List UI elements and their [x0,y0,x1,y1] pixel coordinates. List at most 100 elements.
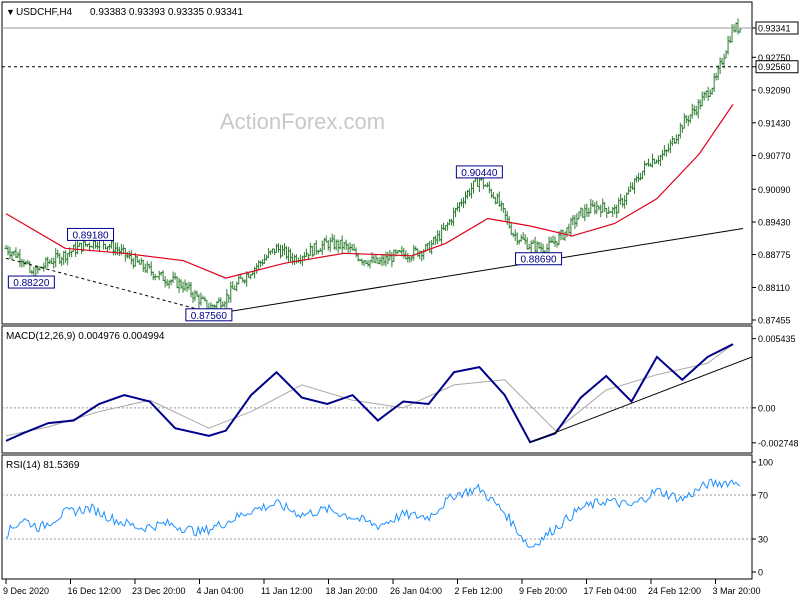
price-bar [410,255,414,262]
price-bar [76,241,80,255]
price-panel [1,1,753,325]
price-bar [509,221,513,236]
price-bar [294,254,298,264]
price-bar [223,301,227,308]
price-bar [340,235,344,254]
price-bar [6,245,10,256]
price-bar [105,246,109,252]
price-axis-label-box [755,60,799,74]
annotation-box [515,252,563,266]
price-bar [633,178,637,194]
price-bar [682,113,686,129]
price-bar [219,297,223,310]
price-bar [173,272,177,280]
price-bar [292,254,296,266]
price-bar [643,160,647,176]
price-bar [382,254,386,266]
annotation-label: 0.89180 [72,230,109,241]
price-bar [656,155,660,165]
price-axis-label-box [755,21,799,35]
price-bar [412,245,416,261]
price-bar [26,259,30,265]
price-bar [316,249,320,255]
rsi-axis-label: 0 [758,568,763,578]
price-bar [189,282,193,298]
price-bar [454,207,458,218]
x-axis-label: 3 Mar 20:00 [713,586,761,596]
price-bar [336,239,340,254]
price-bar [255,263,259,274]
price-bar [499,200,503,212]
price-bar [197,293,201,309]
macd-title: MACD(12,26,9) 0.004976 0.004994 [6,331,165,342]
macd-axis-label: -0.002748 [758,438,799,448]
price-bar [561,229,565,240]
price-axis-label: 0.88110 [758,283,790,293]
annotation-label: 0.87560 [191,311,228,322]
macd-axis-label: 0.005435 [758,334,796,344]
price-bar [165,279,169,286]
price-bar [519,234,523,242]
price-bar [384,251,388,267]
price-axis-label: 0.93341 [758,24,791,34]
price-bar [113,242,117,256]
price-layer: 0.88220 0.89180 0.87560 0.90440 0.88690 [2,18,752,322]
price-bar [338,239,342,250]
price-bar [444,225,448,231]
price-bar [706,86,710,101]
price-bar [277,243,281,253]
price-bar [163,276,167,288]
price-bar [569,217,573,237]
price-bar [237,274,241,285]
price-bar [730,24,734,43]
price-bar [60,256,64,267]
price-bar [601,198,605,213]
price-bar [314,240,318,255]
price-bar [539,242,543,252]
price-bar [350,243,354,251]
price-axis-label: 0.91430 [758,118,791,128]
price-bar [137,259,141,265]
price-axis-label: 0.90770 [758,151,791,161]
rsi-axis-label: 70 [758,491,768,501]
price-bar [96,241,100,250]
price-bar [623,195,627,209]
price-bar [14,247,18,258]
price-bar [328,237,332,253]
price-bar [145,261,149,274]
price-axis-label: 0.92090 [758,86,791,96]
price-bar [489,188,493,199]
dashed-trendline [5,257,219,316]
rsi-axis-label: 30 [758,535,768,545]
price-bar [503,208,507,221]
header-ohlc: 0.93383 0.93393 0.93335 0.93341 [90,7,243,18]
macd-trendline [529,356,753,443]
x-axis-label: 9 Feb 20:00 [519,586,567,596]
price-bar [290,252,294,265]
price-bar [368,260,372,269]
price-bar [674,134,678,144]
price-bar [583,204,587,222]
support-trendline [208,227,744,316]
price-axis-label: 0.92560 [758,62,791,72]
price-bar [641,170,645,180]
price-bar [275,243,279,253]
price-bar [728,35,732,44]
price-bar [151,271,155,281]
price-bar [326,240,330,251]
price-bar [571,215,575,225]
price-bar [191,291,195,303]
price-bar [56,249,60,259]
price-bar [497,191,501,207]
macd-line [5,343,734,444]
price-bar [615,204,619,219]
price-bar [261,259,265,266]
price-bar [577,211,581,220]
price-bar [80,242,84,254]
price-bar [688,114,692,124]
price-bar [304,248,308,257]
price-bar [551,235,555,244]
price-bar [129,250,133,265]
price-bar [722,53,726,69]
